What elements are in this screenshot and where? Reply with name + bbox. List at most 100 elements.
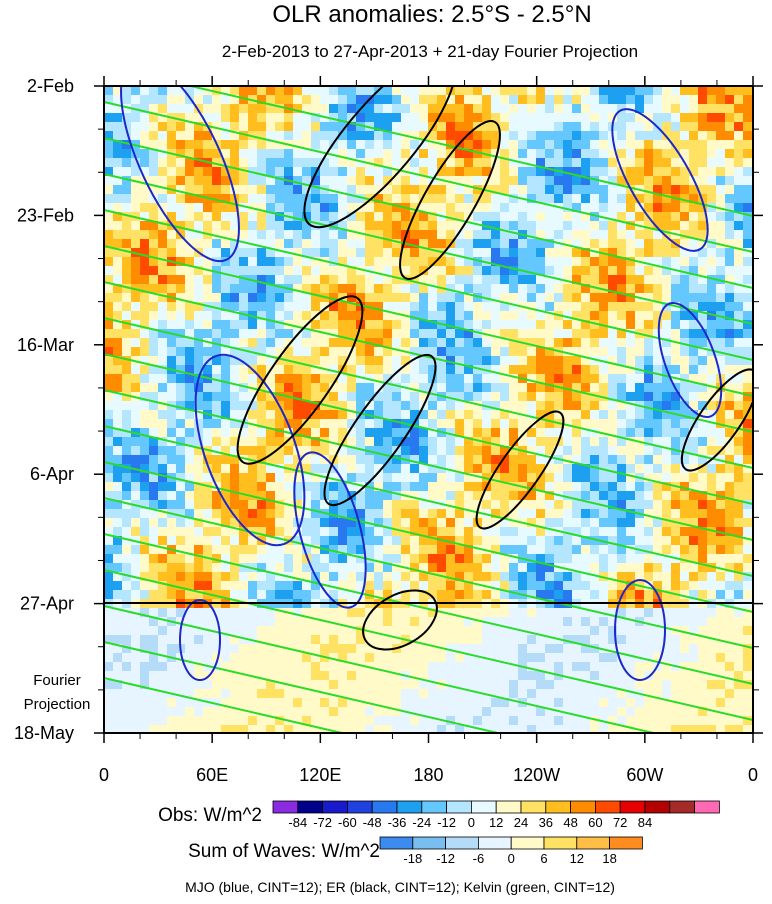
heatmap-cell <box>149 212 158 221</box>
heatmap-cell <box>482 554 491 563</box>
heatmap-cell <box>689 104 698 113</box>
heatmap-cell <box>437 662 446 671</box>
heatmap-cell <box>140 293 149 302</box>
heatmap-cell <box>509 86 518 95</box>
heatmap-cell <box>194 158 203 167</box>
heatmap-cell <box>563 221 572 230</box>
heatmap-cell <box>230 644 239 653</box>
heatmap-cell <box>437 293 446 302</box>
heatmap-cell <box>590 221 599 230</box>
heatmap-cell <box>464 671 473 680</box>
heatmap-cell <box>743 419 752 428</box>
heatmap-cell <box>302 329 311 338</box>
heatmap-cell <box>401 545 410 554</box>
heatmap-cell <box>572 671 581 680</box>
heatmap-cell <box>662 257 671 266</box>
heatmap-cell <box>536 320 545 329</box>
heatmap-cell <box>122 185 131 194</box>
heatmap-cell <box>689 428 698 437</box>
heatmap-cell <box>374 527 383 536</box>
heatmap-cell <box>455 455 464 464</box>
heatmap-cell <box>338 428 347 437</box>
heatmap-cell <box>653 608 662 617</box>
heatmap-cell <box>563 365 572 374</box>
heatmap-cell <box>257 500 266 509</box>
heatmap-cell <box>698 131 707 140</box>
heatmap-cell <box>176 464 185 473</box>
heatmap-cell <box>230 401 239 410</box>
heatmap-cell <box>122 392 131 401</box>
heatmap-cell <box>329 554 338 563</box>
heatmap-cell <box>212 194 221 203</box>
heatmap-cell <box>167 284 176 293</box>
heatmap-cell <box>608 545 617 554</box>
heatmap-cell <box>392 293 401 302</box>
heatmap-cell <box>644 635 653 644</box>
heatmap-cell <box>734 140 743 149</box>
heatmap-cell <box>383 257 392 266</box>
heatmap-cell <box>617 347 626 356</box>
heatmap-cell <box>320 698 329 707</box>
heatmap-cell <box>437 131 446 140</box>
heatmap-cell <box>428 167 437 176</box>
heatmap-cell <box>716 401 725 410</box>
heatmap-cell <box>257 320 266 329</box>
heatmap-cell <box>230 698 239 707</box>
heatmap-cell <box>419 356 428 365</box>
heatmap-cell <box>185 248 194 257</box>
heatmap-cell <box>113 626 122 635</box>
heatmap-cell <box>311 239 320 248</box>
heatmap-cell <box>257 293 266 302</box>
heatmap-cell <box>635 113 644 122</box>
heatmap-cell <box>203 419 212 428</box>
heatmap-cell <box>428 194 437 203</box>
heatmap-cell <box>194 500 203 509</box>
heatmap-cell <box>743 185 752 194</box>
heatmap-cell <box>329 590 338 599</box>
heatmap-cell <box>167 626 176 635</box>
heatmap-cell <box>158 338 167 347</box>
heatmap-cell <box>599 131 608 140</box>
heatmap-cell <box>707 95 716 104</box>
heatmap-cell <box>509 329 518 338</box>
heatmap-cell <box>158 581 167 590</box>
heatmap-cell <box>608 203 617 212</box>
heatmap-cell <box>743 383 752 392</box>
heatmap-cell <box>338 257 347 266</box>
heatmap-cell <box>527 131 536 140</box>
heatmap-cell <box>662 554 671 563</box>
heatmap-cell <box>203 527 212 536</box>
heatmap-cell <box>203 563 212 572</box>
heatmap-cell <box>608 158 617 167</box>
heatmap-cell <box>500 320 509 329</box>
heatmap-cell <box>365 86 374 95</box>
heatmap-cell <box>590 104 599 113</box>
heatmap-cell <box>122 248 131 257</box>
heatmap-cell <box>716 248 725 257</box>
heatmap-cell <box>257 698 266 707</box>
heatmap-cell <box>266 581 275 590</box>
heatmap-cell <box>599 266 608 275</box>
heatmap-cell <box>563 662 572 671</box>
heatmap-cell <box>221 689 230 698</box>
heatmap-cell <box>275 545 284 554</box>
heatmap-cell <box>482 113 491 122</box>
heatmap-cell <box>725 446 734 455</box>
heatmap-cell <box>149 572 158 581</box>
heatmap-cell <box>734 527 743 536</box>
heatmap-cell <box>230 239 239 248</box>
heatmap-cell <box>122 293 131 302</box>
heatmap-cell <box>365 140 374 149</box>
heatmap-cell <box>716 572 725 581</box>
heatmap-cell <box>194 86 203 95</box>
heatmap-cell <box>410 482 419 491</box>
heatmap-cell <box>158 140 167 149</box>
heatmap-cell <box>122 275 131 284</box>
heatmap-cell <box>725 644 734 653</box>
heatmap-cell <box>671 329 680 338</box>
heatmap-cell <box>545 563 554 572</box>
heatmap-cell <box>518 86 527 95</box>
heatmap-cell <box>563 410 572 419</box>
heatmap-cell <box>500 671 509 680</box>
heatmap-cell <box>122 500 131 509</box>
